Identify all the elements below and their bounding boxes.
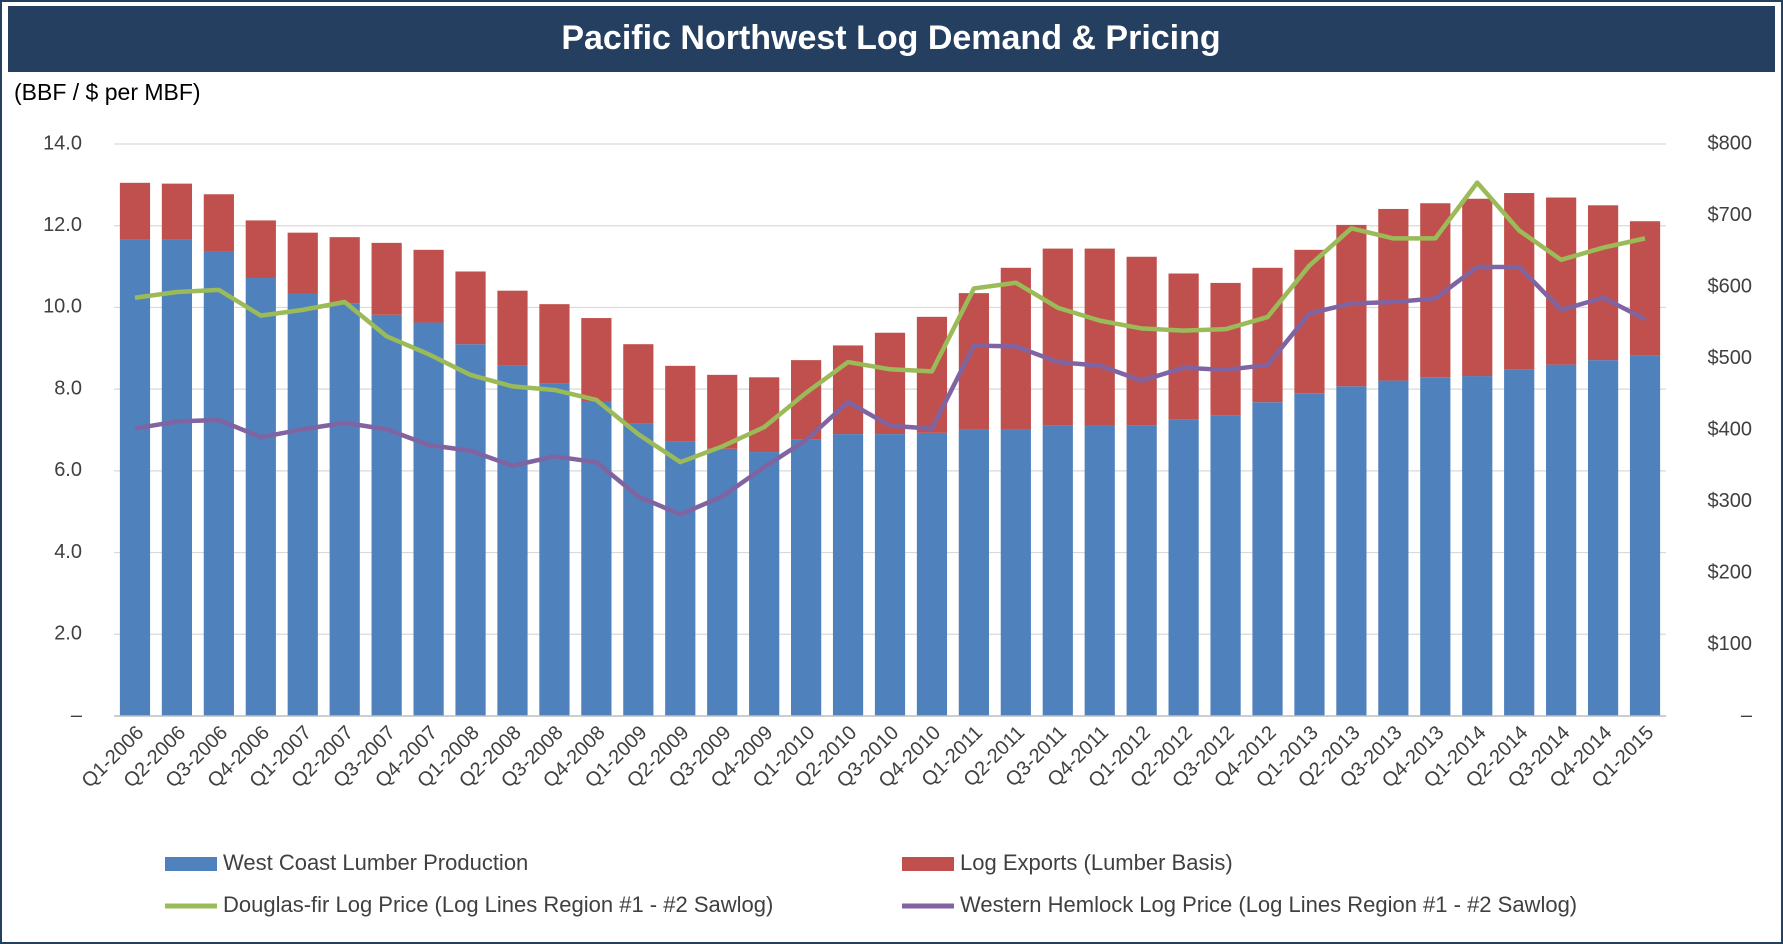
bar <box>832 345 864 435</box>
bar <box>455 271 486 345</box>
bar <box>791 439 822 716</box>
bar <box>1462 376 1493 716</box>
bar <box>1168 273 1199 420</box>
bar <box>1336 386 1367 716</box>
bar <box>581 318 612 401</box>
bar <box>1629 221 1661 356</box>
line-series <box>134 180 1646 465</box>
bar <box>1252 402 1283 716</box>
bar <box>497 290 528 366</box>
bar <box>1084 425 1115 716</box>
legend-label: Log Exports (Lumber Basis) <box>960 850 1233 875</box>
y-tick-label: 12.0 <box>43 214 82 236</box>
bar <box>749 452 780 716</box>
bar <box>916 316 948 433</box>
bar <box>203 251 234 716</box>
legend-swatch <box>165 857 217 871</box>
y-tick-label: 2.0 <box>54 623 82 645</box>
y2-tick-label: $500 <box>1708 347 1753 369</box>
bar <box>1042 248 1073 426</box>
bar <box>1294 393 1325 716</box>
bar <box>413 322 444 716</box>
y2-tick-label: $600 <box>1708 275 1753 297</box>
bar <box>707 448 738 716</box>
y-tick-label: 10.0 <box>43 296 82 318</box>
bar <box>623 344 654 424</box>
bar <box>1210 415 1241 716</box>
bar <box>371 242 402 315</box>
bar <box>455 344 486 716</box>
bar <box>1126 256 1157 426</box>
y2-tick-label: $400 <box>1708 418 1753 440</box>
bar <box>203 194 234 252</box>
bar <box>665 365 696 442</box>
bar <box>329 303 360 716</box>
y-tick-label: 8.0 <box>54 377 82 399</box>
bar <box>749 377 780 453</box>
chart-title: Pacific Northwest Log Demand & Pricing <box>561 19 1220 57</box>
bar <box>413 249 444 323</box>
y2-tick-label: $200 <box>1708 561 1753 583</box>
y-tick-label: – <box>71 704 83 726</box>
bar <box>539 383 570 716</box>
y-axis-label: (BBF / $ per MBF) <box>14 79 201 105</box>
y-tick-label: 6.0 <box>54 459 82 481</box>
bar <box>245 278 276 716</box>
bar <box>329 237 360 304</box>
bar <box>1210 282 1241 416</box>
bar <box>287 232 318 294</box>
bar <box>832 434 864 716</box>
y2-tick-label: $100 <box>1708 633 1753 655</box>
bar <box>161 239 193 716</box>
y2-tick-label: – <box>1741 704 1753 726</box>
bar <box>497 365 528 716</box>
bar <box>161 183 193 240</box>
bar <box>665 441 696 716</box>
bar <box>539 304 570 384</box>
bar <box>1126 425 1157 716</box>
bar <box>1378 380 1409 716</box>
bar <box>119 239 151 716</box>
bar <box>1084 248 1115 426</box>
title-bar <box>8 6 1775 72</box>
bar <box>1420 377 1451 716</box>
y2-tick-label: $700 <box>1708 204 1753 226</box>
bar <box>916 432 948 716</box>
y2-tick-label: $300 <box>1708 490 1753 512</box>
bar <box>958 429 989 716</box>
bar <box>1587 205 1619 361</box>
bar <box>1504 369 1535 716</box>
bar <box>1042 425 1073 716</box>
y-tick-label: 4.0 <box>54 541 82 563</box>
bar <box>623 423 654 716</box>
legend-label: Western Hemlock Log Price (Log Lines Reg… <box>960 892 1577 917</box>
bar <box>371 314 402 716</box>
legend-label: Douglas-fir Log Price (Log Lines Region … <box>223 892 773 917</box>
bar <box>581 400 612 716</box>
bar <box>1587 360 1619 716</box>
bar <box>1000 429 1031 716</box>
bar <box>1294 249 1325 394</box>
line-series <box>134 264 1647 517</box>
bar <box>1546 364 1577 716</box>
bar <box>1168 419 1199 716</box>
legend-label: West Coast Lumber Production <box>223 850 528 875</box>
y-tick-label: 14.0 <box>43 132 82 154</box>
bar <box>287 293 318 716</box>
bar <box>1629 355 1661 716</box>
bar <box>245 220 276 279</box>
bar <box>874 434 906 716</box>
bar <box>1546 197 1577 365</box>
bar <box>874 332 906 435</box>
bar <box>1252 267 1283 403</box>
legend-swatch <box>902 857 954 871</box>
bar <box>1462 198 1493 377</box>
y2-tick-label: $800 <box>1708 132 1753 154</box>
bar <box>707 374 738 449</box>
bar <box>119 182 151 240</box>
